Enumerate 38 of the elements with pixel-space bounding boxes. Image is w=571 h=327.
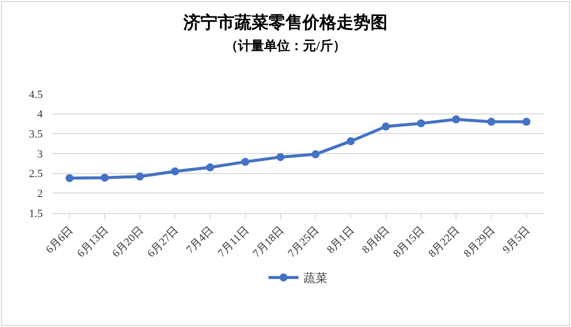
point: [346, 137, 355, 146]
point: [382, 122, 390, 131]
x-tick-label: 6月20日: [110, 224, 146, 260]
point: [417, 119, 425, 128]
x-tick-label: 7月11日: [216, 224, 252, 260]
x-tick-label: 6月6日: [44, 224, 76, 256]
x-tick-label: 8月15日: [391, 224, 428, 260]
point: [487, 118, 496, 126]
point: [241, 158, 250, 166]
x-tick-label: 8月8日: [360, 224, 392, 256]
point: [66, 174, 74, 182]
chart-subtitle: （计量单位：元/斤）: [225, 38, 346, 53]
y-tick-label: 3.5: [29, 128, 44, 141]
point: [171, 167, 179, 176]
x-tick-label: 6月27日: [145, 224, 182, 260]
chart-title: 济宁市蔬菜零售价格走势图: [182, 12, 388, 32]
point: [522, 118, 530, 126]
x-tick-label: 8月22日: [426, 224, 462, 260]
y-tick-label: 3: [37, 148, 44, 160]
point: [276, 153, 284, 162]
x-tick-label: 9月5日: [500, 224, 532, 256]
x-tick-label: 8月29日: [462, 224, 498, 260]
y-tick-label: 2: [37, 188, 43, 200]
point: [206, 163, 214, 172]
point: [136, 172, 144, 181]
x-tick-label: 7月4日: [184, 224, 216, 256]
y-tick-label: 2.5: [29, 168, 44, 180]
y-tick-label: 4.5: [29, 88, 44, 101]
x-tick-label: 6月13日: [75, 224, 111, 260]
x-tick-label: 8月1日: [324, 224, 357, 256]
legend-label: 蔬菜: [304, 271, 328, 286]
y-tick-label: 4: [37, 108, 44, 121]
point: [100, 174, 109, 182]
x-tick-label: 7月25日: [286, 224, 322, 260]
point: [312, 150, 320, 158]
y-tick-label: 1.5: [29, 208, 44, 220]
x-tick-label: 7月18日: [250, 224, 286, 260]
point: [452, 115, 460, 124]
